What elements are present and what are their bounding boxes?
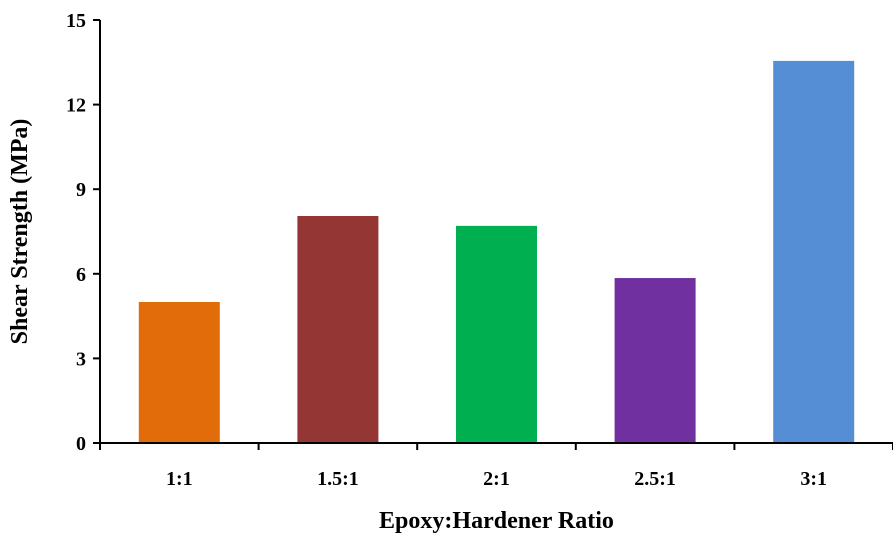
x-tick-label: 1.5:1 xyxy=(317,468,359,490)
bars-group xyxy=(138,60,855,443)
x-axis-ticks: 1:1 1.5:1 2:1 2.5:1 3:1 xyxy=(99,443,893,490)
bar-1.5:1 xyxy=(297,215,379,443)
bar-2:1 xyxy=(456,225,537,443)
y-axis-ticks: 0 3 6 9 12 15 xyxy=(66,10,100,455)
y-tick-label: 15 xyxy=(66,10,86,32)
x-tick-label: 2.5:1 xyxy=(634,468,676,490)
x-tick-label: 1:1 xyxy=(166,468,193,490)
bar-1:1 xyxy=(138,302,220,443)
y-axis-title: Shear Strength (MPa) xyxy=(7,119,33,345)
x-tick-label: 2:1 xyxy=(483,468,510,490)
y-tick-label: 6 xyxy=(76,264,86,286)
y-tick-label: 0 xyxy=(76,433,86,455)
x-axis-title: Epoxy:Hardener Ratio xyxy=(379,508,614,534)
y-tick-label: 12 xyxy=(66,95,86,117)
x-tick-label: 3:1 xyxy=(800,468,827,490)
bar-2.5:1 xyxy=(614,278,696,443)
y-tick-label: 9 xyxy=(76,179,86,201)
y-tick-label: 3 xyxy=(76,348,86,370)
bar-3:1 xyxy=(773,60,855,443)
